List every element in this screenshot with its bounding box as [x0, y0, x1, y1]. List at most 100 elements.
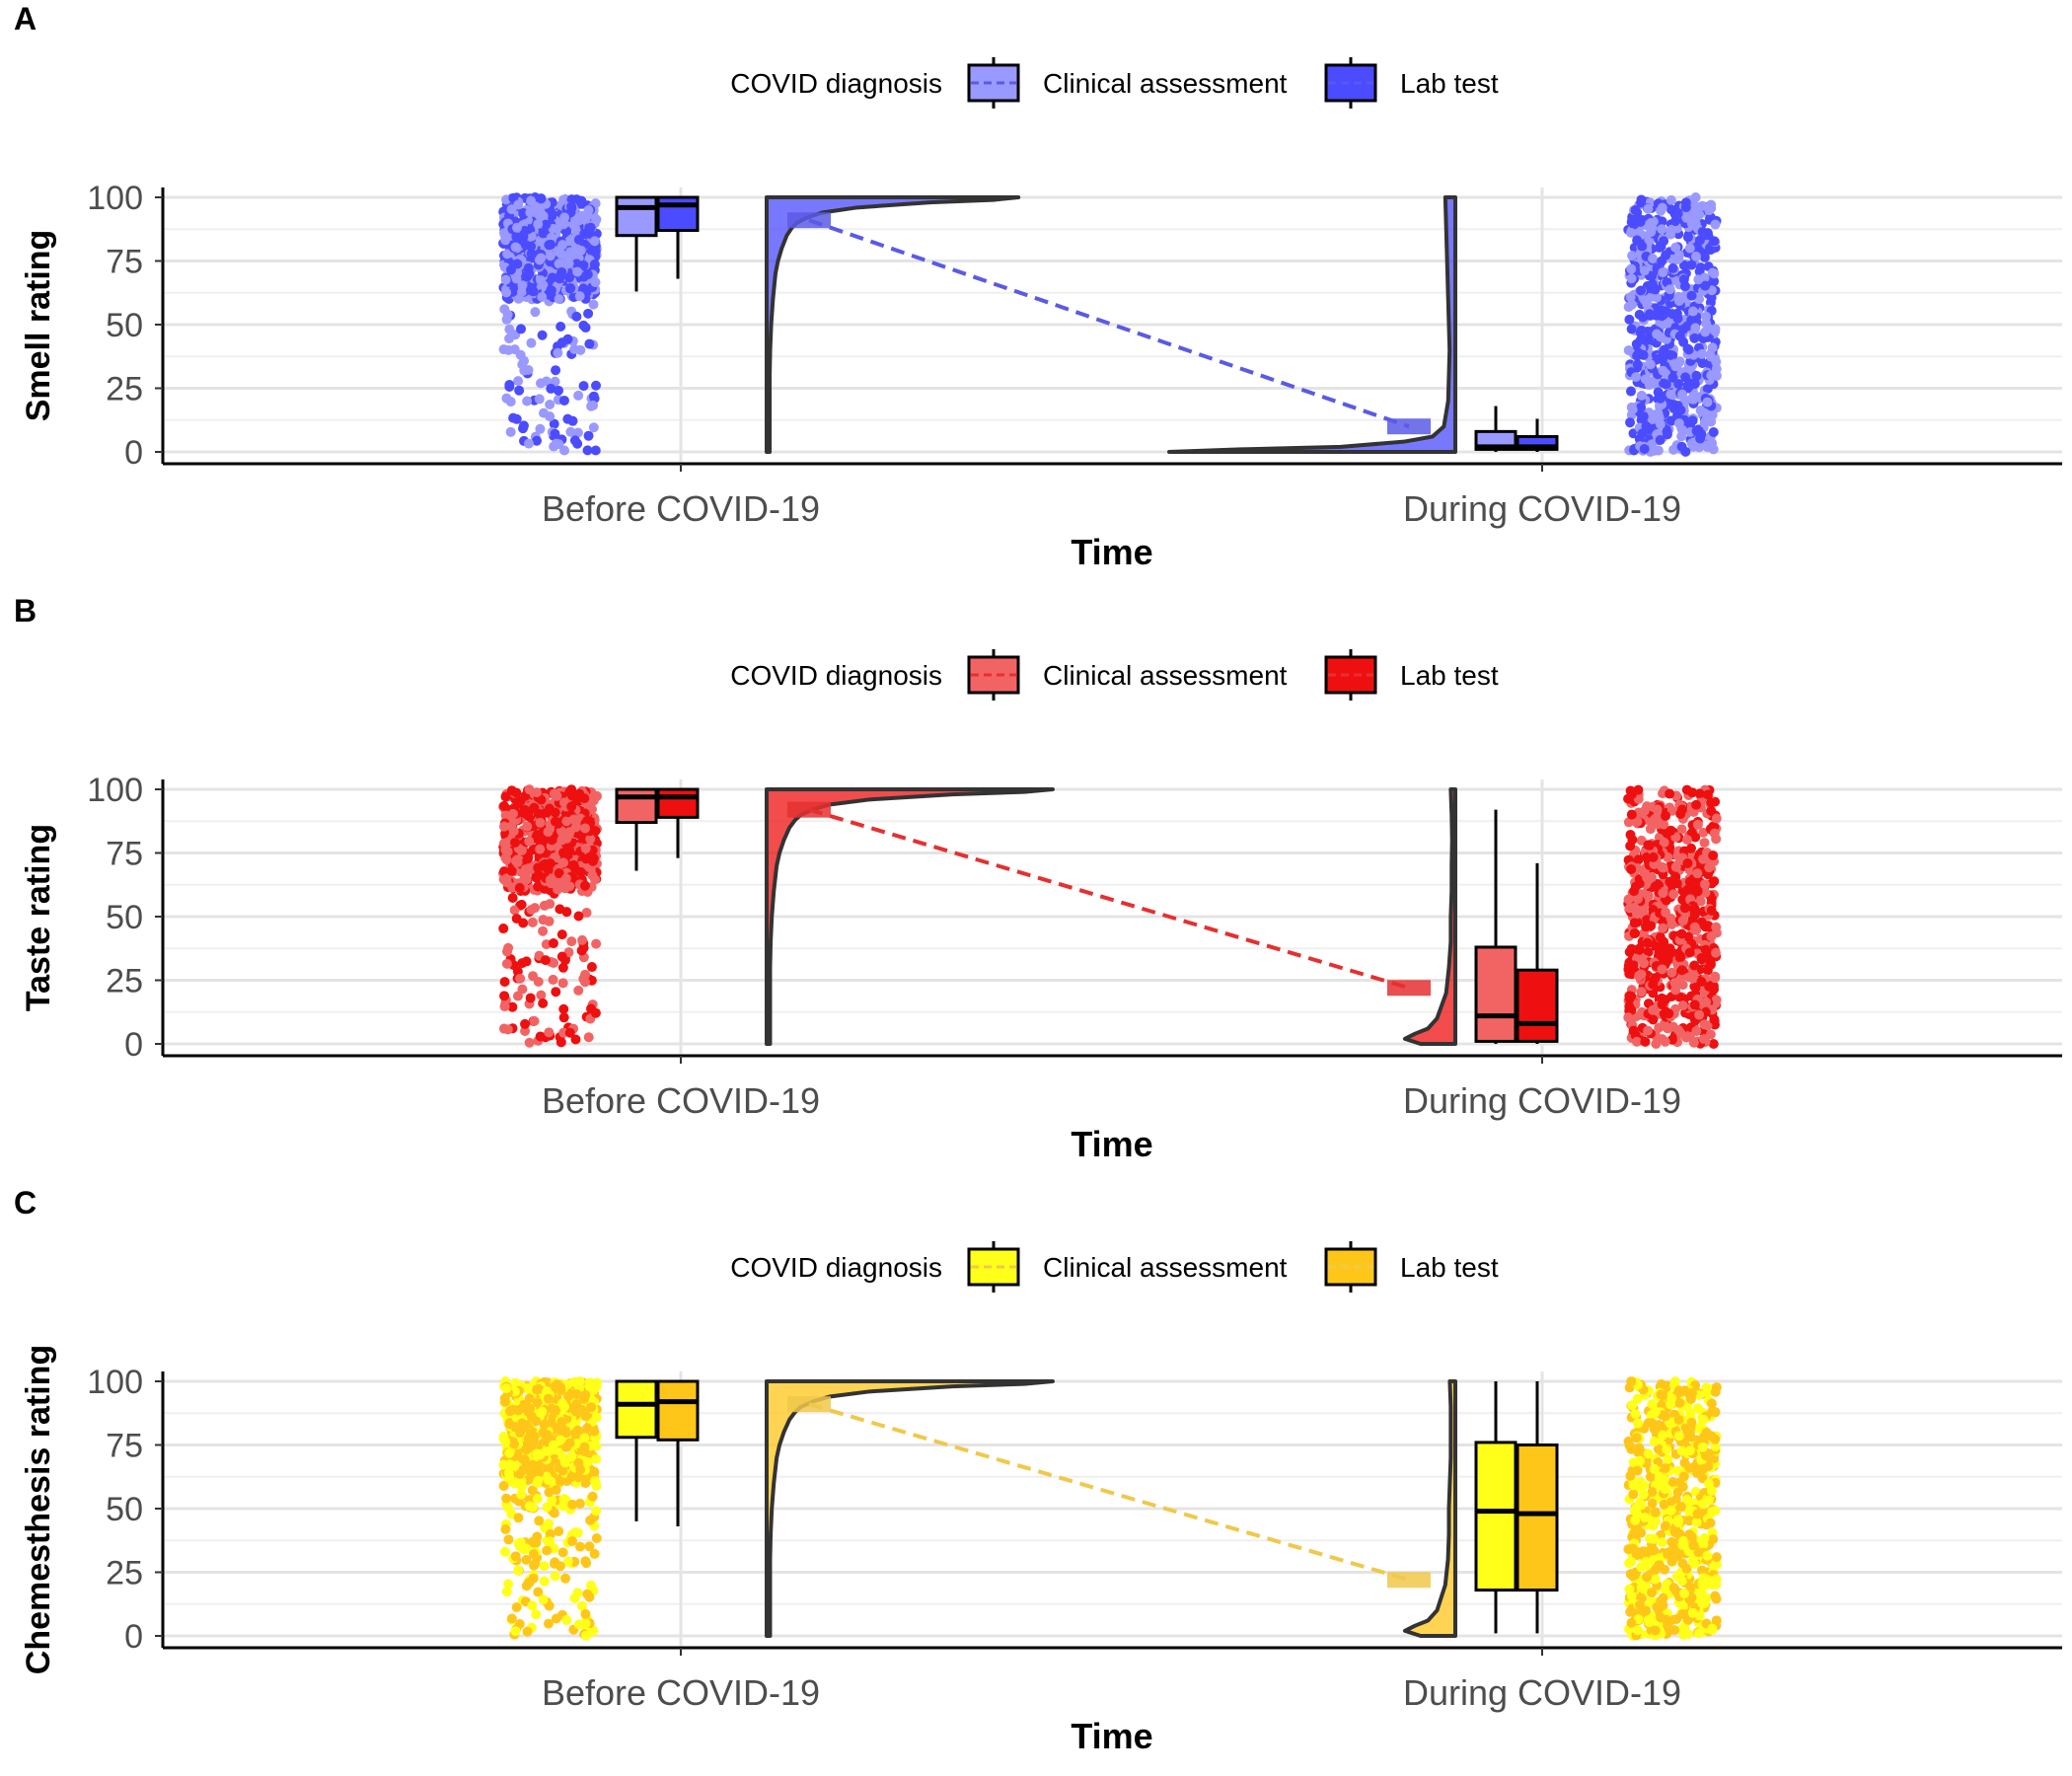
- rain-point: [1684, 876, 1695, 887]
- rain-point: [1657, 1537, 1667, 1548]
- rain-point: [1697, 226, 1708, 237]
- rain-point: [567, 415, 578, 426]
- legend-title: COVID diagnosis: [730, 68, 942, 99]
- rain-point: [559, 212, 570, 223]
- rain-point: [1704, 862, 1715, 873]
- rain-point: [524, 836, 535, 847]
- rain-point: [511, 222, 522, 233]
- rain-point: [1624, 1584, 1635, 1594]
- rain-point: [1648, 988, 1659, 999]
- box: [615, 1379, 658, 1440]
- x-axis-label: Time: [1071, 1124, 1152, 1164]
- rain-point: [1689, 960, 1700, 971]
- rain-point: [538, 1594, 549, 1605]
- rain-point: [1665, 415, 1676, 426]
- rain-point: [1702, 1387, 1713, 1398]
- rain-point: [589, 1466, 600, 1477]
- rain-before: [498, 192, 602, 456]
- rain-point: [542, 1545, 553, 1556]
- rain-point: [515, 973, 526, 984]
- box: [1516, 1443, 1559, 1592]
- rain-point: [1691, 370, 1702, 381]
- rain-point: [502, 249, 513, 259]
- rain-point: [558, 1012, 569, 1023]
- rain-point: [503, 942, 514, 953]
- rain-point: [1665, 1399, 1676, 1410]
- rain-point: [1624, 314, 1635, 325]
- x-axis-label: Time: [1071, 532, 1152, 572]
- rain-point: [1677, 1481, 1688, 1492]
- rain-point: [591, 1506, 602, 1517]
- rain-point: [505, 1406, 516, 1417]
- rain-point: [528, 1536, 539, 1547]
- rain-point: [551, 1613, 561, 1624]
- y-tick-label: 75: [106, 836, 143, 873]
- rain-point: [1627, 251, 1638, 261]
- rain-point: [1636, 1500, 1647, 1511]
- rain-point: [1675, 951, 1686, 962]
- rain-point: [588, 299, 599, 310]
- rain-point: [539, 1561, 550, 1572]
- rain-point: [576, 945, 587, 956]
- rain-point: [566, 1471, 577, 1482]
- rain-point: [543, 1393, 554, 1404]
- rain-point: [1636, 402, 1647, 412]
- boxplot-clinical-during: [1474, 809, 1517, 1044]
- rain-point: [1669, 1376, 1680, 1387]
- rain-point: [1643, 1418, 1654, 1429]
- rain-point: [1628, 1457, 1639, 1468]
- rain-point: [533, 976, 544, 987]
- rain-point: [1677, 1601, 1688, 1612]
- rain-point: [555, 1561, 565, 1572]
- rain-point: [1676, 928, 1687, 939]
- rain-point: [537, 330, 548, 340]
- rain-point: [584, 338, 595, 349]
- rain-point: [502, 1024, 513, 1035]
- rain-point: [564, 272, 575, 283]
- rain-point: [1673, 296, 1684, 307]
- rain-point: [1708, 1038, 1719, 1049]
- rain-point: [509, 905, 520, 916]
- rain-point: [498, 821, 509, 832]
- rain-point: [1658, 1592, 1668, 1603]
- rain-point: [501, 854, 512, 865]
- rain-point: [520, 1026, 531, 1037]
- rain-point: [591, 380, 602, 391]
- rain-point: [1630, 205, 1641, 216]
- rain-point: [536, 274, 547, 285]
- rain-point: [1663, 851, 1673, 862]
- rain-point: [581, 908, 592, 919]
- rain-point: [1658, 1599, 1668, 1610]
- rain-point: [1705, 1517, 1716, 1528]
- rain-point: [518, 1464, 529, 1475]
- rain-point: [501, 393, 512, 404]
- rain-point: [1710, 973, 1721, 984]
- rain-point: [1626, 263, 1637, 274]
- rain-point: [562, 1556, 573, 1567]
- rain-point: [1707, 342, 1718, 353]
- rain-point: [553, 385, 563, 396]
- rain-point: [1697, 1463, 1708, 1474]
- rain-point: [533, 862, 544, 873]
- box: [615, 195, 658, 238]
- rain-point: [1689, 999, 1700, 1010]
- rain-point: [580, 843, 591, 853]
- legend-key-clinical: [967, 1241, 1020, 1293]
- rain-point: [579, 1442, 590, 1452]
- rain-point: [1685, 1408, 1696, 1419]
- rain-point: [1697, 1473, 1708, 1484]
- rain-point: [526, 1466, 537, 1477]
- rain-point: [538, 925, 549, 936]
- rain-point: [504, 333, 515, 344]
- boxplot-lab-during: [1516, 862, 1559, 1044]
- rain-point: [1707, 1624, 1718, 1635]
- rain-point: [1634, 347, 1645, 358]
- rain-point: [589, 1475, 600, 1486]
- rain-point: [580, 823, 591, 834]
- rain-point: [538, 228, 549, 239]
- rain-point: [1636, 969, 1647, 980]
- rain-point: [1623, 793, 1634, 804]
- rain-point: [1650, 1625, 1661, 1636]
- boxplot-lab-during: [1516, 418, 1559, 452]
- rain-point: [500, 235, 511, 246]
